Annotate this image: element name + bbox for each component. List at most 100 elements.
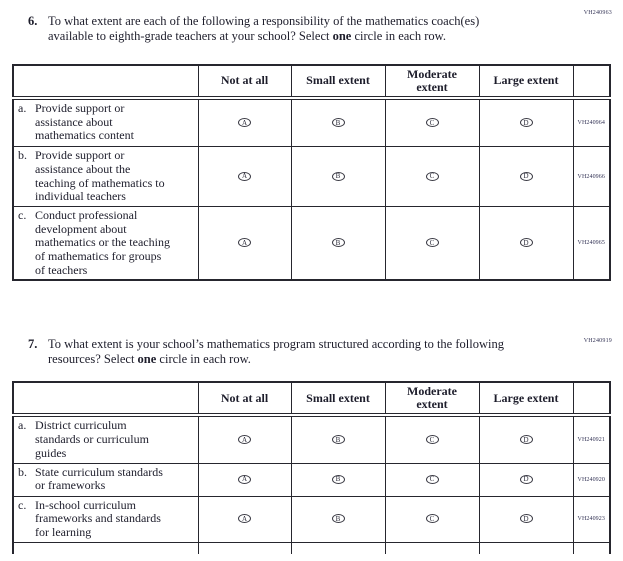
q7-row-a-option-cell: A	[197, 414, 292, 464]
response-circle-a[interactable]: A	[238, 514, 251, 524]
response-circle-a[interactable]: A	[238, 474, 251, 484]
response-circle-c[interactable]: C	[425, 514, 439, 524]
response-circle-b[interactable]: B	[331, 238, 345, 248]
response-circle-d[interactable]: D	[519, 118, 533, 128]
q7-row-c-option-cell: C	[384, 495, 480, 543]
circle-letter: A	[241, 238, 248, 247]
circle-letter: B	[335, 172, 341, 181]
q6-row-a-label-cell: a. Provide support or assistance about ma…	[12, 97, 199, 148]
q7-col-small-extent: Small extent	[290, 381, 386, 418]
table-row: b. Provide support or assistance about th…	[12, 146, 611, 208]
response-circle-a[interactable]: A	[238, 238, 251, 248]
row-code: VH240966	[572, 146, 611, 208]
table-row: c. In-school curriculum frameworks and st…	[12, 495, 611, 543]
q7-row-c-option-cell: B	[290, 495, 386, 543]
q7-row-b-option-cell: C	[384, 462, 480, 497]
response-circle-c[interactable]: C	[425, 171, 439, 181]
row-code: VH240964	[572, 97, 611, 148]
response-circle-c[interactable]: C	[425, 118, 439, 128]
response-circle-b[interactable]: B	[331, 474, 345, 484]
table-row: c. Conduct professional development about…	[12, 206, 611, 281]
question-7-text: To what extent is your school’s mathemat…	[48, 337, 522, 367]
q6-col-large-extent: Large extent	[478, 63, 574, 100]
row-label: Conduct professional development about m…	[35, 208, 170, 277]
response-circle-c[interactable]: C	[425, 435, 439, 445]
response-circle-d[interactable]: D	[519, 238, 533, 248]
q7-header-stub	[12, 381, 199, 418]
q7-col-moderate-extent: Moderate extent	[384, 381, 480, 418]
q6-row-a-option-cell: D	[478, 97, 574, 148]
circle-letter: A	[241, 118, 248, 127]
response-circle-d[interactable]: D	[519, 514, 533, 524]
question-7-text-part1: To what extent is your school’s mathemat…	[48, 337, 504, 367]
row-label: State curriculum standards or frameworks	[35, 464, 163, 493]
circle-letter: A	[241, 172, 248, 181]
circle-letter: D	[523, 172, 529, 181]
q6-header-stub	[12, 63, 199, 100]
circle-letter: A	[241, 435, 248, 444]
q7-row-b-option-cell: B	[290, 462, 386, 497]
row-label: District curriculum standards or curricu…	[35, 418, 149, 460]
circle-letter: A	[241, 514, 248, 523]
circle-letter: D	[523, 475, 529, 484]
cut-cell	[12, 541, 199, 555]
q7-row-c-option-cell: A	[197, 495, 292, 543]
q7-row-a-label-cell: a. District curriculum standards or curri…	[12, 414, 199, 464]
question-6-text-part1: To what extent are each of the following…	[48, 14, 480, 43]
row-letter: b.	[18, 464, 27, 479]
response-circle-d[interactable]: D	[519, 435, 533, 445]
response-circle-b[interactable]: B	[331, 435, 345, 445]
question-6-bold-word: one	[332, 28, 352, 43]
q6-row-c-option-cell: C	[384, 206, 480, 281]
row-label: In-school curriculum frameworks and stan…	[35, 497, 161, 540]
q6-row-c-option-cell: B	[290, 206, 386, 281]
circle-letter: C	[429, 514, 435, 523]
row-code: VH240921	[572, 414, 611, 464]
question-7: 7. To what extent is your school’s mathe…	[28, 337, 623, 367]
response-circle-b[interactable]: B	[331, 171, 345, 181]
q6-col-small-extent: Small extent	[290, 63, 386, 100]
q6-header-code-col	[572, 63, 611, 100]
table-row: b. State curriculum standards or framewor…	[12, 462, 611, 497]
question-7-code: VH240919	[583, 338, 612, 344]
q7-header-code-col	[572, 381, 611, 418]
q6-col-moderate-extent: Moderate extent	[384, 63, 480, 100]
question-6-text: To what extent are each of the following…	[48, 14, 522, 44]
response-circle-b[interactable]: B	[331, 118, 345, 128]
q7-row-b-label-cell: b. State curriculum standards or framewor…	[12, 462, 199, 497]
q6-header-row: Not at all Small extent Moderate extent …	[12, 63, 611, 100]
q7-header-row: Not at all Small extent Moderate extent …	[12, 381, 611, 418]
q7-row-b-option-cell: D	[478, 462, 574, 497]
question-7-text-part2: circle in each row.	[156, 352, 251, 367]
q7-row-a-option-cell: D	[478, 414, 574, 464]
q7-row-c-label-cell: c. In-school curriculum frameworks and st…	[12, 495, 199, 543]
q7-row-b-option-cell: A	[197, 462, 292, 497]
circle-letter: C	[429, 435, 435, 444]
response-circle-a[interactable]: A	[238, 171, 251, 181]
circle-letter: C	[429, 172, 435, 181]
row-letter: c.	[18, 497, 27, 512]
circle-letter: B	[335, 118, 341, 127]
circle-letter: C	[429, 475, 435, 484]
cut-cell	[197, 541, 292, 555]
response-circle-a[interactable]: A	[238, 435, 251, 445]
circle-letter: A	[241, 475, 248, 484]
q6-row-b-option-cell: C	[384, 146, 480, 208]
response-circle-b[interactable]: B	[331, 514, 345, 524]
table-row: a. Provide support or assistance about ma…	[12, 97, 611, 148]
response-circle-c[interactable]: C	[425, 474, 439, 484]
question-6-number: 6.	[28, 14, 38, 28]
question-7-response-table: Not at all Small extent Moderate extent …	[12, 380, 611, 555]
cut-cell	[384, 541, 480, 555]
cut-cell	[478, 541, 574, 555]
row-label: Provide support or assistance about the …	[35, 148, 165, 204]
response-circle-d[interactable]: D	[519, 474, 533, 484]
row-label: Provide support or assistance about math…	[35, 100, 134, 143]
response-circle-a[interactable]: A	[238, 118, 251, 128]
row-code: VH240920	[572, 462, 611, 497]
response-circle-d[interactable]: D	[519, 171, 533, 181]
cut-cell	[290, 541, 386, 555]
q6-row-c-label-cell: c. Conduct professional development about…	[12, 206, 199, 281]
response-circle-c[interactable]: C	[425, 238, 439, 248]
